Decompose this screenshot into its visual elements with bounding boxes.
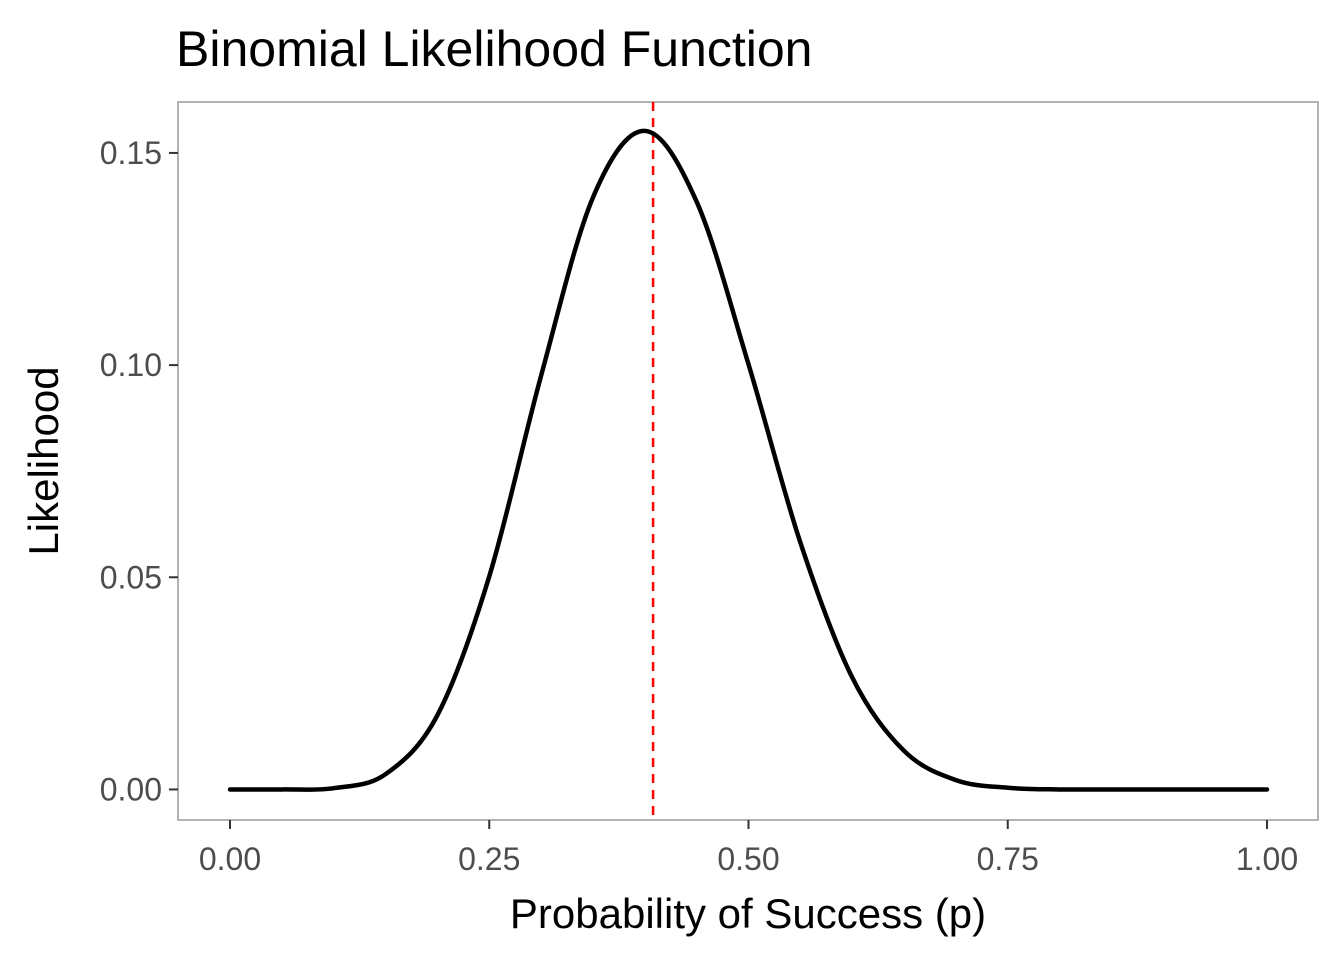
x-tick-label: 0.50 xyxy=(717,841,779,877)
series-layer xyxy=(227,128,1270,792)
x-tick-label: 0.00 xyxy=(199,841,261,877)
y-tick-label: 0.15 xyxy=(100,135,162,171)
plot-panel-border xyxy=(177,101,1319,821)
x-tick-label: 0.75 xyxy=(977,841,1039,877)
y-axis: 0.00 0.05 0.10 0.15 xyxy=(100,135,178,807)
y-axis-title: Likelihood xyxy=(20,366,67,555)
x-axis-title: Probability of Success (p) xyxy=(510,890,986,937)
x-axis: 0.00 0.25 0.50 0.75 1.00 xyxy=(199,820,1298,877)
x-tick-label: 1.00 xyxy=(1236,841,1298,877)
y-tick-label: 0.05 xyxy=(100,559,162,595)
y-tick-label: 0.00 xyxy=(100,771,162,807)
x-tick-label: 0.25 xyxy=(458,841,520,877)
chart-title: Binomial Likelihood Function xyxy=(176,21,812,77)
y-tick-label: 0.10 xyxy=(100,347,162,383)
series-line xyxy=(227,128,1270,792)
